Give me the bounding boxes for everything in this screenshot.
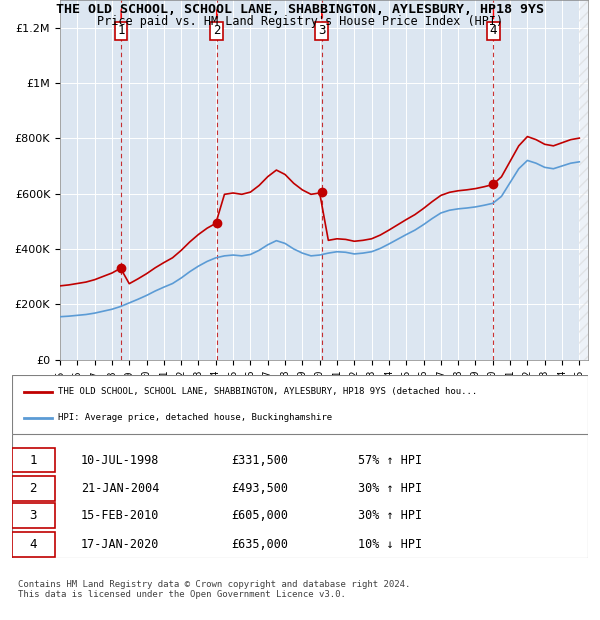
Text: THE OLD SCHOOL, SCHOOL LANE, SHABBINGTON, AYLESBURY, HP18 9YS: THE OLD SCHOOL, SCHOOL LANE, SHABBINGTON…	[56, 3, 544, 16]
Text: £331,500: £331,500	[231, 454, 288, 466]
Text: 15-FEB-2010: 15-FEB-2010	[81, 510, 160, 522]
Text: 17-JAN-2020: 17-JAN-2020	[81, 538, 160, 551]
Text: 57% ↑ HPI: 57% ↑ HPI	[358, 454, 422, 466]
FancyBboxPatch shape	[12, 375, 588, 434]
Text: 4: 4	[490, 24, 497, 37]
Text: £635,000: £635,000	[231, 538, 288, 551]
Bar	[580, 0, 588, 360]
Text: Contains HM Land Registry data © Crown copyright and database right 2024.
This d: Contains HM Land Registry data © Crown c…	[18, 580, 410, 599]
Text: £493,500: £493,500	[231, 482, 288, 495]
Text: 10-JUL-1998: 10-JUL-1998	[81, 454, 160, 466]
Text: 3: 3	[318, 24, 325, 37]
Text: 3: 3	[29, 510, 37, 522]
Text: THE OLD SCHOOL, SCHOOL LANE, SHABBINGTON, AYLESBURY, HP18 9YS (detached hou...: THE OLD SCHOOL, SCHOOL LANE, SHABBINGTON…	[58, 387, 478, 396]
Text: 4: 4	[29, 538, 37, 551]
Text: 30% ↑ HPI: 30% ↑ HPI	[358, 510, 422, 522]
Text: 30% ↑ HPI: 30% ↑ HPI	[358, 482, 422, 495]
FancyBboxPatch shape	[12, 448, 55, 472]
Text: £605,000: £605,000	[231, 510, 288, 522]
Text: Price paid vs. HM Land Registry's House Price Index (HPI): Price paid vs. HM Land Registry's House …	[97, 16, 503, 29]
Text: 1: 1	[29, 454, 37, 466]
Text: 2: 2	[213, 24, 220, 37]
Text: 1: 1	[118, 24, 125, 37]
Text: 2: 2	[29, 482, 37, 495]
Text: HPI: Average price, detached house, Buckinghamshire: HPI: Average price, detached house, Buck…	[58, 413, 332, 422]
Text: 10% ↓ HPI: 10% ↓ HPI	[358, 538, 422, 551]
FancyBboxPatch shape	[12, 503, 55, 528]
FancyBboxPatch shape	[12, 532, 55, 557]
FancyBboxPatch shape	[12, 476, 55, 501]
FancyBboxPatch shape	[12, 434, 588, 558]
Text: 21-JAN-2004: 21-JAN-2004	[81, 482, 160, 495]
